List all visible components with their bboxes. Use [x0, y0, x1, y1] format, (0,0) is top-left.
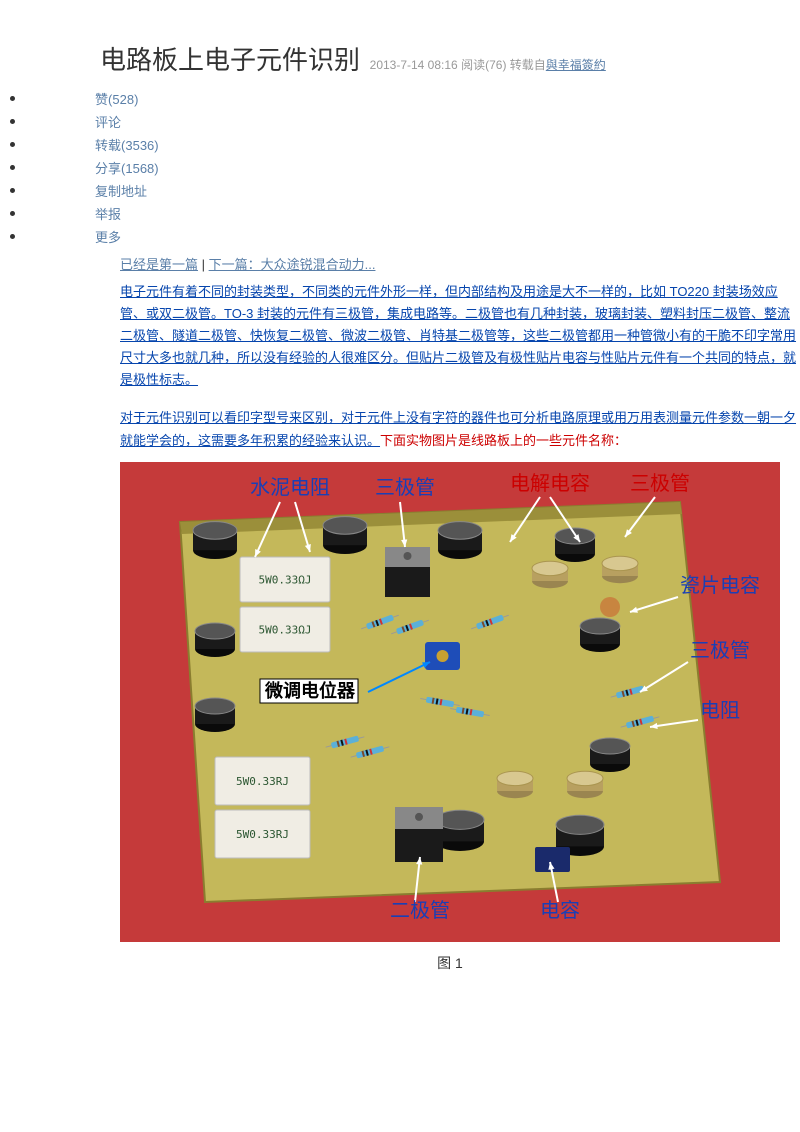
svg-text:瓷片电容: 瓷片电容 [680, 574, 760, 597]
repost-source-link[interactable]: 與幸福簽約 [546, 58, 606, 72]
repost-link[interactable]: 转载(3536) [95, 135, 159, 154]
meta-repost-label: 转载自 [510, 58, 546, 72]
meta-read-label: 阅读 [461, 58, 485, 72]
svg-text:电阻: 电阻 [700, 699, 740, 722]
meta-date: 2013-7-14 08:16 [370, 58, 458, 72]
paragraph-1: 电子元件有着不同的封装类型，不同类的元件外形一样，但内部结构及用途是大不一样的，… [120, 281, 800, 391]
svg-text:三极管: 三极管 [630, 472, 690, 495]
svg-text:微调电位器: 微调电位器 [264, 680, 356, 701]
paragraph-2: 对于元件识别可以看印字型号来区别，对于元件上没有字符的器件也可分析电路原理或用万… [120, 407, 800, 451]
like-link[interactable]: 赞(528) [95, 89, 138, 108]
bullet-icon [10, 142, 15, 147]
svg-text:5W0.33ΩJ: 5W0.33ΩJ [259, 573, 312, 586]
more-link[interactable]: 更多 [95, 227, 121, 246]
nav-sep: | [198, 257, 209, 272]
bullet-icon [10, 234, 15, 239]
bullet-icon [10, 119, 15, 124]
para2-red: 下面实物图片是线路板上的一些元件名称： [380, 433, 627, 448]
circuit-diagram: 5W0.33ΩJ5W0.33ΩJ5W0.33RJ5W0.33RJ水泥电阻三极管电… [120, 462, 780, 942]
bullet-icon [10, 188, 15, 193]
svg-text:三极管: 三极管 [375, 476, 435, 499]
bullet-icon [10, 165, 15, 170]
svg-text:水泥电阻: 水泥电阻 [250, 476, 330, 499]
para1-link[interactable]: 电子元件有着不同的封装类型，不同类的元件外形一样，但内部结构及用途是大不一样的，… [120, 284, 796, 387]
svg-text:电解电容: 电解电容 [510, 472, 590, 495]
svg-text:5W0.33ΩJ: 5W0.33ΩJ [259, 623, 312, 636]
article-nav: 已经是第一篇 | 下一篇：大众途锐混合动力... [120, 254, 800, 273]
share-link[interactable]: 分享(1568) [95, 158, 159, 177]
article-content: 电子元件有着不同的封装类型，不同类的元件外形一样，但内部结构及用途是大不一样的，… [120, 281, 800, 975]
svg-text:电容: 电容 [540, 899, 580, 922]
action-list: 赞(528) 评论 转载(3536) 分享(1568) 复制地址 举报 更多 [10, 89, 800, 246]
svg-text:5W0.33RJ: 5W0.33RJ [236, 775, 289, 788]
comment-link[interactable]: 评论 [95, 112, 121, 131]
circuit-figure: 5W0.33ΩJ5W0.33ΩJ5W0.33RJ5W0.33RJ水泥电阻三极管电… [120, 462, 780, 976]
prev-article-link[interactable]: 已经是第一篇 [120, 257, 198, 272]
meta-read-count: 76 [489, 58, 502, 72]
svg-text:三极管: 三极管 [690, 639, 750, 662]
meta: 2013-7-14 08:16 阅读(76) 转载自與幸福簽約 [370, 58, 606, 72]
bullet-icon [10, 96, 15, 101]
figure-caption: 图 1 [120, 952, 780, 976]
page-title: 电路板上电子元件识别 [100, 45, 360, 75]
next-article-link[interactable]: 下一篇：大众途锐混合动力... [209, 257, 376, 272]
bullet-icon [10, 211, 15, 216]
svg-text:二极管: 二极管 [390, 899, 450, 922]
copy-link[interactable]: 复制地址 [95, 181, 147, 200]
svg-text:5W0.33RJ: 5W0.33RJ [236, 828, 289, 841]
report-link[interactable]: 举报 [95, 204, 121, 223]
